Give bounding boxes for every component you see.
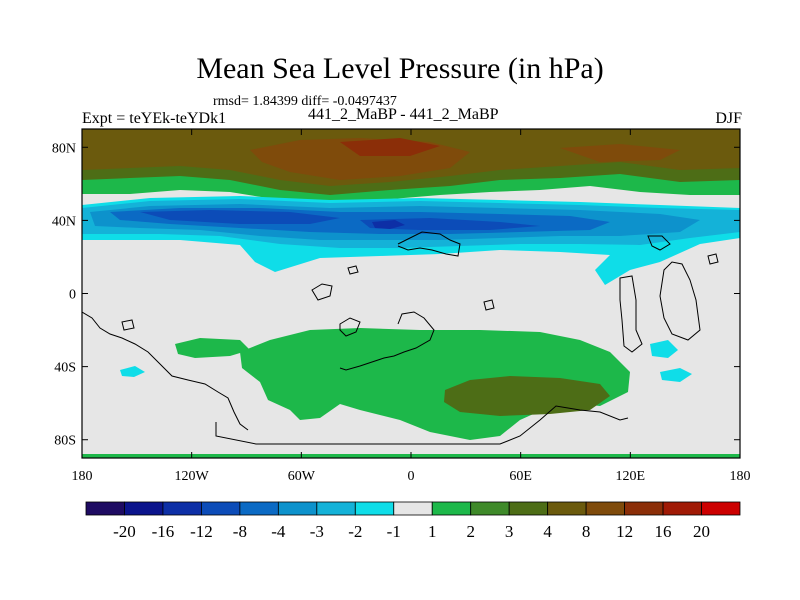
colorbar-label: -3 (310, 522, 324, 541)
colorbar-label: 8 (582, 522, 591, 541)
arctic-rust-core-east (560, 144, 680, 162)
coast-islands-central (339, 317, 361, 337)
coast-small-5 (707, 253, 719, 265)
runs-label: 441_2_MaBP - 441_2_MaBP (308, 106, 499, 123)
y-tick-label: 80S (54, 434, 76, 449)
y-tick-label: 40S (54, 361, 76, 376)
coast-pacific-islands (659, 261, 701, 341)
coast-small-2 (347, 265, 359, 275)
colorbar-swatch (124, 501, 164, 516)
arctic-red-core (340, 138, 440, 156)
x-tick-label: 180 (730, 469, 751, 484)
x-tick-label: 120E (616, 469, 646, 484)
colorbar-label: -20 (113, 522, 136, 541)
x-tick-label: 120W (175, 469, 210, 484)
x-tick-label: 60W (288, 469, 316, 484)
colorbar-swatch (162, 501, 202, 516)
colorbar-label: 20 (693, 522, 710, 541)
colorbar-swatch (316, 501, 356, 516)
colorbar-label: -1 (387, 522, 401, 541)
colorbar-swatch (239, 501, 279, 516)
y-tick-label: 80N (52, 141, 76, 156)
stats-readout: rmsd= 1.84399 diff= -0.0497437 (213, 94, 397, 109)
south-cyan-spot-east-2 (660, 368, 692, 382)
colorbar-swatch (547, 501, 587, 516)
coast-small-4 (121, 319, 135, 331)
colorbar-swatch (201, 501, 241, 516)
y-tick-label: 40N (52, 214, 76, 229)
y-tick-label: 0 (69, 288, 76, 303)
colorbar-swatch (431, 501, 472, 516)
colorbar-label: 12 (616, 522, 633, 541)
colorbar-swatch (354, 501, 395, 516)
colorbar-label: -8 (233, 522, 247, 541)
x-tick-label: 0 (408, 469, 415, 484)
midlat-deep-spot (372, 220, 405, 229)
colorbar-swatch (585, 501, 625, 516)
coast-small-1 (311, 283, 333, 301)
coast-africa-europe (397, 231, 461, 257)
colorbar-label: -4 (271, 522, 286, 541)
coast-asia-east (647, 235, 671, 251)
midlat-darkblue-core-2 (360, 218, 540, 230)
colorbar-swatch (85, 501, 125, 516)
x-tick-label: 180 (72, 469, 93, 484)
colorbar-swatch (277, 501, 318, 516)
coast-north-america (82, 296, 249, 431)
coast-africa (339, 311, 435, 371)
colorbar-label: 4 (543, 522, 552, 541)
midlat-darkblue-core (140, 210, 340, 224)
contour-fields (82, 129, 740, 458)
south-olive-core (444, 376, 610, 416)
colorbar: -20 -16 -12 -8 -4 -3 -2 -1 1 2 3 4 8 12 16 20 (85, 501, 741, 541)
colorbar-label: -16 (152, 522, 175, 541)
coast-south-america (215, 405, 629, 445)
colorbar-swatch (662, 501, 702, 516)
x-tick-label: 60E (509, 469, 532, 484)
colorbar-label: -2 (348, 522, 362, 541)
coast-small-3 (483, 299, 495, 311)
coastlines (82, 231, 719, 445)
colorbar-label: 1 (428, 522, 437, 541)
season-label: DJF (715, 110, 742, 127)
colorbar-label: 3 (505, 522, 514, 541)
colorbar-label: -12 (190, 522, 213, 541)
south-cyan-spot-west (120, 366, 145, 377)
axis-ticks: 180 120W 60W 0 60E 120E 180 80N 40N 0 40S 80S (52, 129, 751, 484)
colorbar-swatch (470, 501, 510, 516)
coast-asia (619, 275, 643, 353)
south-green-blob-west (175, 338, 250, 358)
south-cyan-spot-east (650, 340, 678, 358)
colorbar-swatch (701, 501, 741, 516)
experiment-label: Expt = teYEk-teYDk1 (82, 110, 227, 127)
colorbar-swatch (393, 501, 433, 516)
plot-title: Mean Sea Level Pressure (in hPa) (196, 52, 604, 85)
colorbar-label: 2 (466, 522, 475, 541)
colorbar-swatch (508, 501, 549, 516)
colorbar-label: 16 (655, 522, 672, 541)
colorbar-swatch (624, 501, 664, 516)
